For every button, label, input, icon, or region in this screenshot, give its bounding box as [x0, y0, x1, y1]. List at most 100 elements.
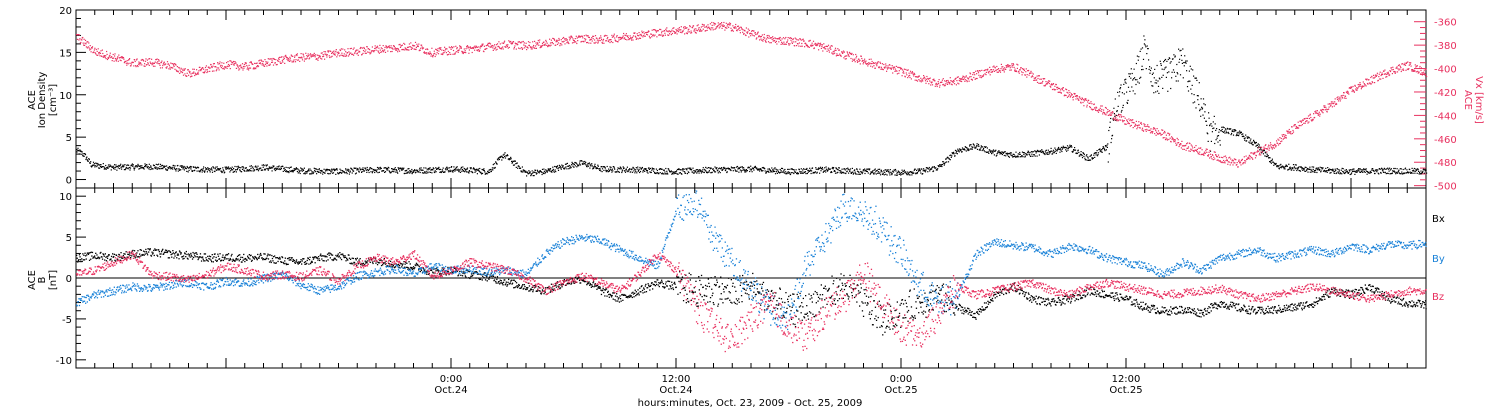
top-data-point: [357, 167, 359, 170]
top-data-point: [825, 171, 827, 173]
top-data-point: [334, 169, 336, 171]
top-data-point: [626, 166, 628, 168]
top-data-point: [464, 51, 466, 53]
top-data-point: [556, 40, 558, 43]
top-data-point: [739, 166, 741, 169]
top-data-point: [1029, 152, 1031, 154]
top-data-point: [240, 167, 242, 169]
top-data-point: [869, 62, 871, 64]
top-data-point: [999, 151, 1001, 153]
top-data-point: [494, 47, 496, 49]
top-data-point: [991, 70, 994, 73]
top-data-point: [1424, 169, 1426, 171]
top-data-point: [377, 168, 380, 170]
top-data-point: [471, 51, 473, 54]
top-data-point: [648, 167, 650, 169]
top-data-point: [511, 161, 514, 163]
top-data-point: [349, 48, 351, 50]
top-data-point: [736, 30, 738, 32]
top-data-point: [603, 42, 605, 44]
top-data-point: [1022, 152, 1025, 154]
top-data-point: [1018, 153, 1020, 155]
top-data-point: [1390, 173, 1392, 175]
top-data-point: [440, 53, 442, 55]
top-data-point: [1114, 98, 1116, 100]
top-right-tick-label: -480: [1434, 158, 1457, 169]
top-data-point: [423, 51, 425, 53]
top-data-point: [242, 167, 245, 169]
top-data-point: [1021, 151, 1024, 153]
top-data-point: [1239, 130, 1241, 132]
top-right-tick-label: -400: [1434, 65, 1457, 76]
top-data-point: [559, 165, 561, 167]
top-data-point: [103, 55, 105, 57]
top-data-point: [771, 37, 773, 39]
top-data-point: [732, 30, 734, 32]
top-data-point: [1033, 154, 1035, 156]
top-data-point: [613, 167, 615, 169]
top-data-point: [350, 52, 352, 54]
top-data-point: [974, 74, 976, 76]
top-data-point: [941, 165, 943, 168]
top-data-point: [260, 59, 262, 61]
top-data-point: [281, 60, 283, 62]
top-data-point: [383, 51, 385, 53]
top-data-point: [247, 169, 249, 171]
top-data-point: [497, 159, 499, 161]
top-data-point: [107, 167, 109, 169]
top-data-point: [671, 32, 673, 35]
top-data-point: [410, 42, 412, 44]
top-data-point: [156, 168, 158, 170]
top-data-point: [954, 155, 956, 157]
top-data-point: [508, 159, 510, 161]
top-data-point: [685, 168, 687, 170]
top-data-point: [838, 49, 840, 51]
top-data-point: [79, 42, 81, 44]
top-data-point: [195, 74, 197, 76]
top-data-point: [310, 169, 312, 171]
top-data-point: [706, 167, 708, 169]
top-data-point: [770, 171, 772, 173]
top-data-point: [749, 170, 751, 173]
top-data-point: [166, 165, 168, 167]
top-data-point: [429, 51, 431, 53]
top-data-point: [290, 54, 292, 56]
top-data-point: [655, 31, 657, 33]
top-data-point: [358, 171, 360, 173]
top-data-point: [632, 35, 635, 37]
top-data-point: [702, 169, 704, 171]
top-data-point: [428, 52, 430, 55]
top-data-point: [812, 44, 814, 46]
top-data-point: [1141, 65, 1143, 67]
top-data-point: [548, 169, 550, 171]
top-data-point: [203, 68, 205, 70]
top-data-point: [192, 68, 194, 70]
top-data-point: [873, 169, 875, 171]
top-data-point: [480, 171, 482, 173]
top-data-point: [543, 170, 545, 172]
top-data-point: [868, 169, 870, 171]
top-data-point: [833, 50, 835, 52]
top-data-point: [144, 164, 147, 167]
top-data-point: [224, 166, 226, 168]
top-data-point: [1084, 157, 1086, 159]
top-data-point: [992, 152, 994, 154]
top-data-point: [815, 167, 817, 169]
top-data-point: [706, 171, 708, 174]
top-data-point: [197, 167, 200, 169]
top-data-point: [672, 171, 674, 173]
top-data-point: [82, 153, 84, 155]
top-data-point: [496, 44, 498, 46]
top-data-point: [586, 42, 588, 44]
top-data-point: [645, 168, 647, 171]
top-data-point: [240, 64, 242, 66]
top-data-point: [1165, 66, 1167, 68]
top-data-point: [461, 168, 463, 171]
top-data-point: [611, 168, 613, 170]
top-data-point: [496, 163, 498, 165]
top-data-point: [92, 164, 94, 166]
top-data-point: [1097, 152, 1100, 154]
top-data-point: [651, 167, 653, 169]
top-data-point: [200, 169, 202, 171]
top-data-point: [500, 48, 502, 50]
